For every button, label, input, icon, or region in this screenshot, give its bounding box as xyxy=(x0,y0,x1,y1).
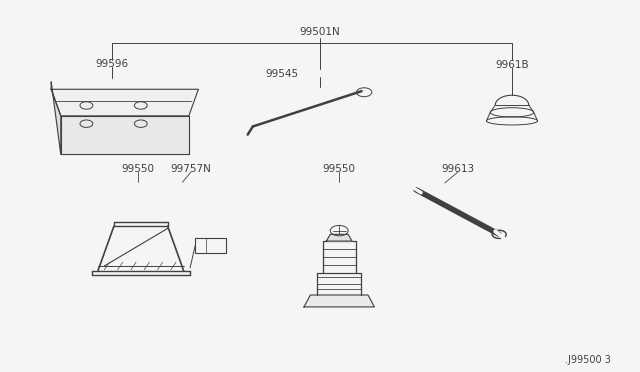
Polygon shape xyxy=(51,89,198,116)
Text: 99550: 99550 xyxy=(121,164,154,174)
Text: 99596: 99596 xyxy=(95,59,129,69)
Text: 9961B: 9961B xyxy=(495,60,529,70)
Polygon shape xyxy=(61,116,189,154)
Polygon shape xyxy=(326,234,352,241)
Bar xyxy=(195,238,226,253)
Text: 99757N: 99757N xyxy=(170,164,211,174)
Text: 99545: 99545 xyxy=(265,70,298,79)
Polygon shape xyxy=(51,82,61,154)
Text: 99501N: 99501N xyxy=(300,27,340,36)
Text: .J99500 3: .J99500 3 xyxy=(565,355,611,365)
Polygon shape xyxy=(304,295,374,307)
Text: 99550: 99550 xyxy=(323,164,356,174)
Text: 99613: 99613 xyxy=(441,164,474,174)
